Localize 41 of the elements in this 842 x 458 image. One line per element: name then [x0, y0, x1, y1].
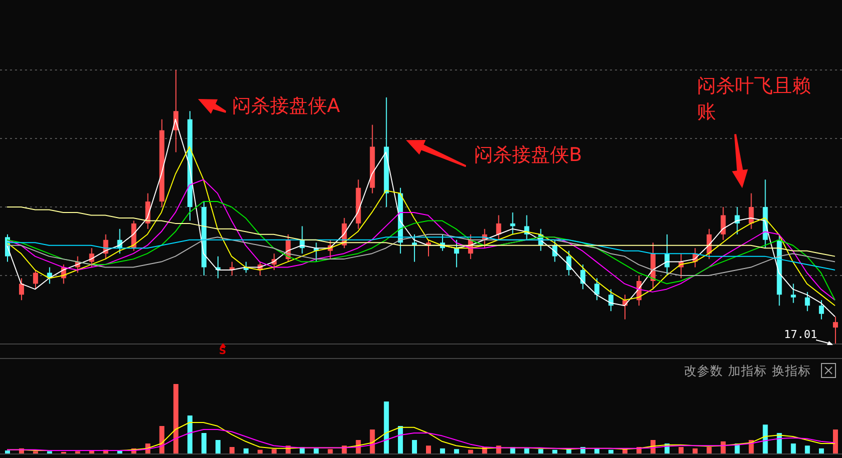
bar: [201, 433, 206, 454]
bar: [832, 430, 838, 454]
bar: [187, 416, 192, 454]
candlestick: [496, 214, 502, 240]
bar: [762, 424, 768, 454]
candlestick: [412, 234, 417, 262]
candlestick: [664, 234, 670, 276]
annotation: 闷杀接盘侠A: [232, 94, 341, 119]
annotation: 闷杀接盘侠B: [474, 143, 584, 168]
bar: [173, 384, 178, 454]
annotation: 17.01: [784, 328, 818, 341]
candlestick: [33, 270, 38, 290]
bar: [804, 446, 810, 454]
bar: [538, 449, 544, 454]
bar: [678, 447, 684, 454]
candlestick: [89, 248, 94, 268]
candlestick: [818, 300, 824, 320]
candlestick: [19, 278, 24, 301]
candlestick: [510, 212, 516, 235]
candlestick: [790, 283, 796, 304]
text: 加指标: [728, 363, 767, 379]
bar: [328, 449, 333, 454]
annotation: 闷杀叶飞且赖账: [697, 74, 812, 125]
bar: [384, 402, 389, 454]
text: 换指标: [772, 363, 811, 379]
candlestick: [720, 206, 726, 240]
candlestick: [454, 239, 460, 268]
bar: [398, 426, 403, 454]
candlestick: [594, 278, 600, 301]
bar: [272, 449, 277, 454]
candlestick: [804, 291, 810, 312]
bar: [412, 440, 417, 454]
bar: [790, 444, 796, 454]
candlestick: [734, 206, 740, 235]
bar: [454, 449, 460, 454]
candlestick: [608, 288, 614, 312]
bar: [216, 440, 220, 454]
bar: [230, 447, 235, 454]
bar: [706, 447, 712, 454]
text: 改参数: [684, 363, 723, 379]
bar: [426, 446, 431, 454]
